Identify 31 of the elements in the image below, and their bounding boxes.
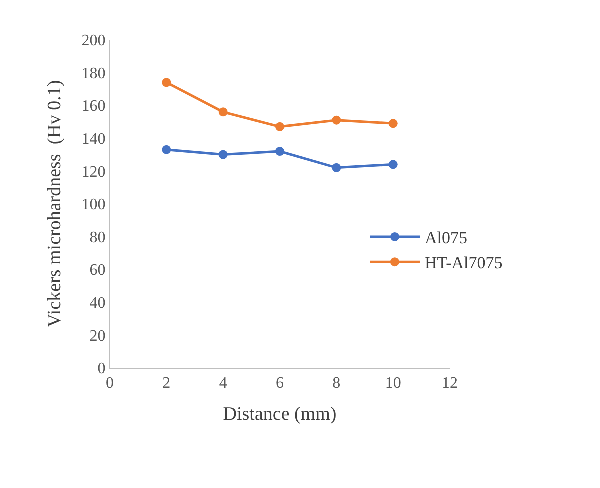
point [276, 147, 284, 156]
point [162, 145, 172, 154]
x-axis-title: Distance (mm) [223, 404, 337, 425]
point [162, 78, 172, 88]
y-tick-label: 20 [90, 328, 106, 345]
point [332, 163, 342, 172]
point [218, 150, 228, 160]
y-tick-label: 180 [82, 65, 106, 82]
y-tick-label: 200 [82, 32, 106, 50]
x-tick-label: 10 [385, 375, 402, 392]
point [276, 122, 284, 132]
y-tick-label: 120 [82, 164, 106, 181]
x-tick-label: 6 [276, 375, 284, 392]
y-tick-label: 40 [90, 295, 106, 312]
y-tick-label: 140 [82, 131, 106, 148]
point [388, 119, 398, 128]
y-tick-label: 60 [90, 262, 106, 280]
x-tick-label: 12 [442, 375, 458, 392]
point [218, 108, 228, 117]
y-tick-label: 80 [90, 229, 106, 246]
y-axis-title: Vickers microhardness (Hv 0.1) [44, 80, 66, 328]
point [332, 116, 342, 125]
point [388, 160, 398, 170]
legend-label: Al075 [425, 228, 468, 248]
x-tick-label: 8 [332, 375, 341, 392]
x-tick-label: 2 [162, 375, 171, 392]
legend-label: HT-Al7075 [425, 254, 503, 273]
y-tick-label: 160 [82, 98, 106, 116]
y-tick-label: 100 [82, 196, 106, 214]
y-tick-label: 0 [98, 360, 106, 378]
x-tick-label: 4 [219, 375, 228, 392]
